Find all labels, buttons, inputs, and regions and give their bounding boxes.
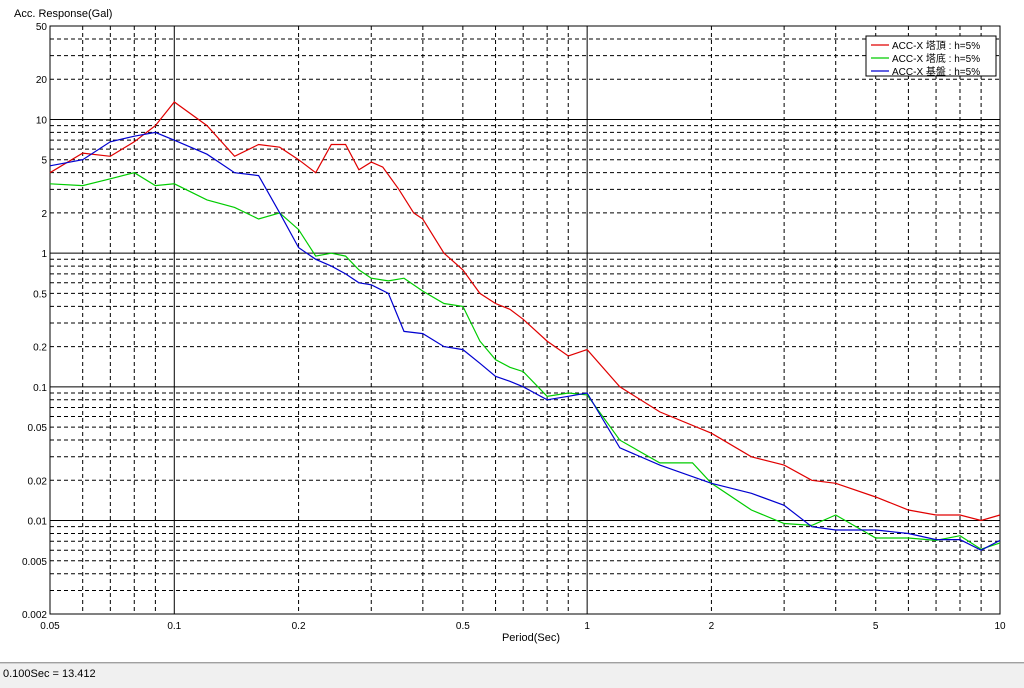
y-tick-label: 20 xyxy=(36,75,48,86)
response-spectrum-chart: Acc. Response(Gal) 0.05 0.1 0.2 0.5 1 2 5 10 50… xyxy=(0,8,1024,663)
y-tick-label: 0.05 xyxy=(28,423,48,434)
y-tick-label: 0.5 xyxy=(33,289,47,300)
legend-label-3: ACC-X 基盤 : h=5% xyxy=(892,65,980,78)
legend-label-1: ACC-X 塔頂 : h=5% xyxy=(892,39,980,52)
x-tick-label: 5 xyxy=(873,621,879,632)
series-group xyxy=(49,101,1001,551)
y-tick-label: 50 xyxy=(36,22,48,33)
legend-box xyxy=(865,35,997,77)
x-axis-label: Period(Sec) xyxy=(502,632,560,644)
legend: ACC-X 塔頂 : h=5%ACC-X 塔底 : h=5%ACC-X 基盤 :… xyxy=(865,35,997,78)
y-tick-label: 0.2 xyxy=(33,343,47,354)
x-tick-label: 1 xyxy=(584,621,590,632)
y-tick-label: 10 xyxy=(36,115,48,126)
y-tick-labels: 50 20 10 5 2 1 0.5 0.2 0.1 0.05 0.02 0.01 0.005 0.002 xyxy=(22,22,47,621)
series-line-2 xyxy=(49,172,1001,550)
chart-svg: Acc. Response(Gal) 0.05 0.1 0.2 0.5 1 2 5 10 50… xyxy=(14,8,1006,644)
status-bar: 0.100Sec = 13.412 xyxy=(0,663,1024,688)
x-tick-label: 0.1 xyxy=(167,621,181,632)
x-tick-label: 0.05 xyxy=(40,621,60,632)
x-tick-label: 0.5 xyxy=(456,621,470,632)
plot-frame xyxy=(49,25,1001,615)
x-tick-label: 10 xyxy=(994,621,1006,632)
y-tick-label: 0.002 xyxy=(22,610,47,621)
x-tick-label: 0.2 xyxy=(292,621,306,632)
y-tick-label: 0.1 xyxy=(33,383,47,394)
x-tick-label: 2 xyxy=(709,621,715,632)
y-tick-label: 0.005 xyxy=(22,557,47,568)
grid xyxy=(50,26,1000,614)
y-tick-label: 0.01 xyxy=(28,517,48,528)
series-line-3 xyxy=(49,131,1001,551)
x-tick-labels: 0.05 0.1 0.2 0.5 1 2 5 10 xyxy=(40,621,1006,632)
y-tick-label: 5 xyxy=(41,156,47,167)
y-tick-label: 0.02 xyxy=(28,476,48,487)
legend-label-2: ACC-X 塔底 : h=5% xyxy=(892,52,980,65)
y-axis-label: Acc. Response(Gal) xyxy=(14,8,112,20)
y-tick-label: 2 xyxy=(41,209,47,220)
y-tick-label: 1 xyxy=(41,249,47,260)
series-line-1 xyxy=(49,101,1001,522)
status-text: 0.100Sec = 13.412 xyxy=(3,668,96,680)
